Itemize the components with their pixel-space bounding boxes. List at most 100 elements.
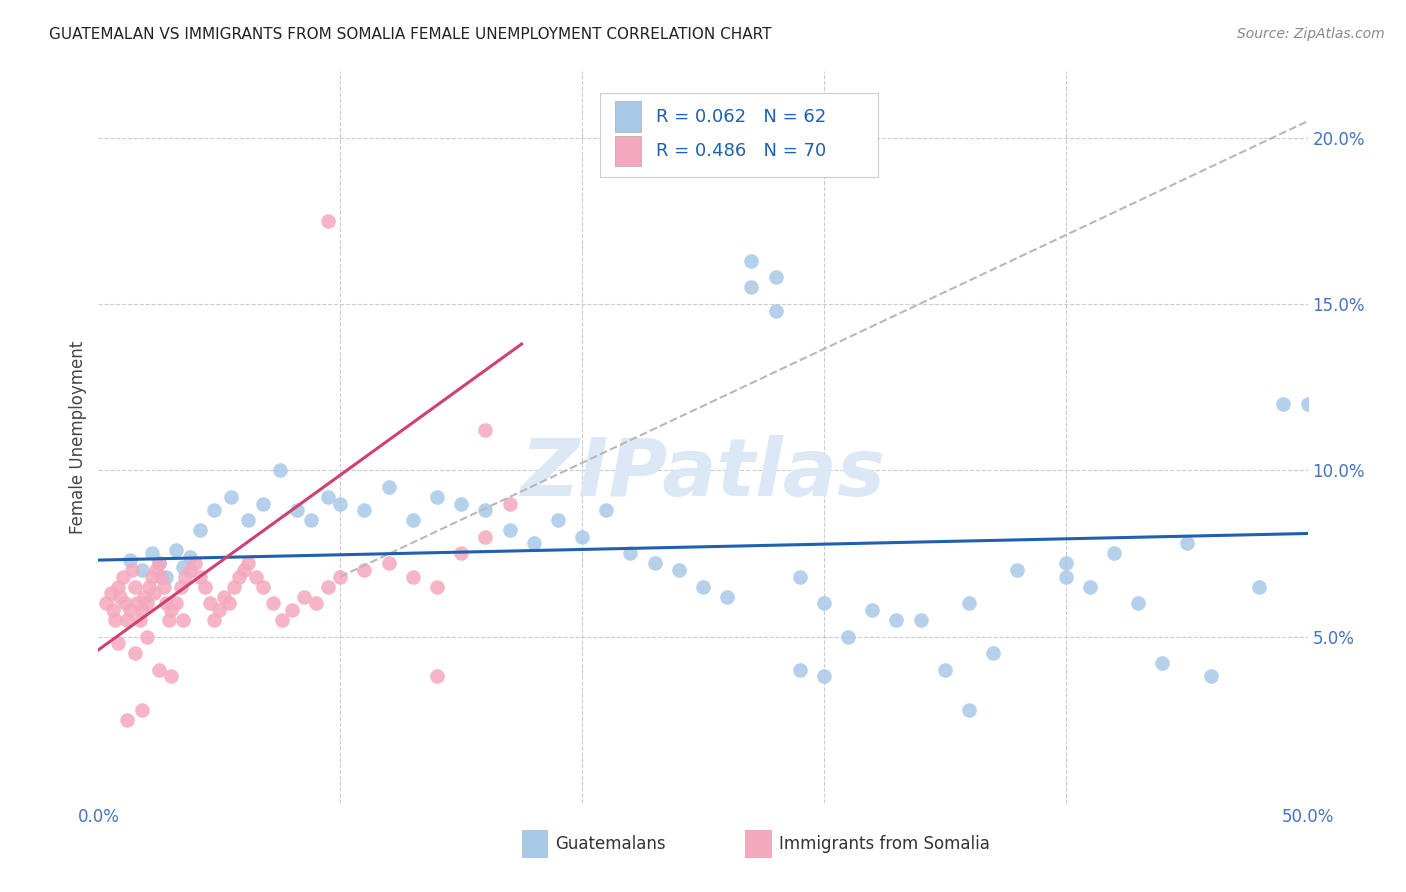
Point (172, 559, 194, 574)
Point (101, 603, 124, 617)
Point (111, 570, 134, 584)
Point (837, 630, 859, 644)
Point (957, 596, 980, 610)
Point (789, 663, 811, 677)
Point (740, 253, 762, 268)
Point (474, 503, 496, 517)
Point (134, 590, 156, 604)
Point (316, 580, 339, 594)
Point (184, 557, 207, 571)
Point (117, 613, 139, 627)
Point (114, 596, 136, 610)
Point (188, 570, 211, 584)
Point (692, 580, 714, 594)
Text: R = 0.486   N = 70: R = 0.486 N = 70 (655, 142, 827, 160)
Point (981, 646, 1004, 660)
Bar (522, 830, 548, 858)
Point (252, 497, 274, 511)
Point (152, 580, 174, 594)
Point (860, 603, 883, 617)
Point (204, 613, 226, 627)
Point (426, 669, 449, 683)
Point (252, 580, 274, 594)
Point (498, 523, 520, 537)
Point (172, 613, 194, 627)
Point (765, 270, 787, 285)
Point (94, 596, 117, 610)
Point (188, 523, 211, 537)
Point (127, 596, 149, 610)
Point (316, 490, 339, 504)
Point (160, 669, 183, 683)
Point (377, 557, 399, 571)
Point (179, 563, 201, 577)
Point (934, 663, 956, 677)
Point (131, 563, 153, 577)
Point (716, 590, 738, 604)
Point (262, 596, 284, 610)
Point (104, 613, 127, 627)
Point (107, 636, 129, 650)
Point (285, 503, 308, 517)
Text: Guatemalans: Guatemalans (555, 835, 666, 853)
Point (402, 570, 425, 584)
Point (1272, 397, 1295, 411)
Point (1078, 580, 1101, 594)
Bar (745, 830, 772, 858)
Point (118, 603, 141, 617)
Point (141, 570, 163, 584)
Point (204, 503, 226, 517)
Point (117, 713, 139, 727)
Point (1199, 669, 1222, 683)
Y-axis label: Female Unemployment: Female Unemployment (69, 341, 87, 533)
Point (160, 603, 183, 617)
Point (148, 663, 170, 677)
Point (547, 513, 569, 527)
Point (118, 553, 141, 567)
Point (426, 580, 449, 594)
Point (208, 603, 231, 617)
Point (329, 497, 352, 511)
Point (353, 503, 375, 517)
Point (124, 580, 146, 594)
Text: Immigrants from Somalia: Immigrants from Somalia (779, 835, 990, 853)
Point (271, 613, 294, 627)
Point (886, 613, 908, 627)
Point (221, 490, 243, 504)
Point (377, 480, 399, 494)
Point (329, 570, 352, 584)
Point (474, 424, 496, 438)
Text: Source: ZipAtlas.com: Source: ZipAtlas.com (1237, 27, 1385, 41)
Point (644, 557, 666, 571)
Point (1054, 570, 1077, 584)
Point (141, 546, 163, 560)
Point (1102, 546, 1125, 560)
Point (169, 580, 191, 594)
Point (222, 580, 245, 594)
Point (353, 563, 375, 577)
Point (1175, 536, 1198, 550)
Point (595, 503, 617, 517)
Bar (614, 102, 641, 132)
Point (100, 586, 122, 600)
Point (150, 570, 173, 584)
Point (218, 596, 240, 610)
Bar (614, 136, 641, 167)
Point (238, 557, 260, 571)
Point (124, 646, 146, 660)
Point (450, 546, 472, 560)
Point (1249, 580, 1271, 594)
Point (1054, 557, 1077, 571)
Point (228, 570, 250, 584)
Point (157, 613, 180, 627)
Point (571, 530, 593, 544)
Point (155, 596, 177, 610)
Point (194, 580, 217, 594)
Point (145, 563, 167, 577)
Point (498, 497, 520, 511)
Point (813, 669, 835, 683)
Point (135, 630, 157, 644)
Point (910, 613, 932, 627)
Point (740, 280, 762, 294)
Point (143, 586, 166, 600)
